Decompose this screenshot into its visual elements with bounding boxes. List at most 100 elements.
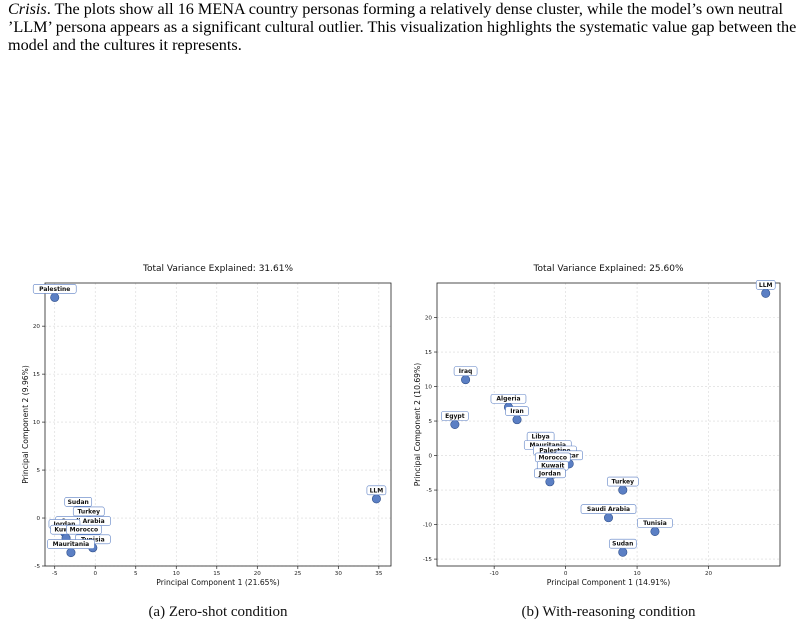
point-label-box bbox=[64, 497, 93, 507]
x-tick-label: 30 bbox=[335, 571, 343, 577]
x-tick-label: 15 bbox=[213, 571, 221, 577]
point-label-box bbox=[47, 539, 95, 549]
x-tick-label: 25 bbox=[294, 571, 302, 577]
data-point bbox=[512, 415, 522, 425]
point-label: Egypt bbox=[441, 411, 469, 421]
chart-panel-a: -5 0 5 10 15 20 25 30 35 -5 0 5 10 15 20 Total Variance… bbox=[21, 264, 392, 620]
point-label: Sudan bbox=[64, 497, 93, 507]
figure-caption: Crisis. The plots show all 16 MENA count… bbox=[8, 0, 798, 54]
point-label: Saudi Arabia bbox=[580, 504, 637, 514]
y-tick-label: 20 bbox=[425, 316, 433, 322]
plot-frame bbox=[436, 282, 781, 567]
point-label-text: Iran bbox=[510, 408, 524, 415]
chart-panel-b: -10 0 10 20 -15 -10 -5 0 5 10 15 20 Total Variance E… bbox=[413, 264, 781, 620]
data-point bbox=[761, 288, 771, 298]
point-label-text: Turkey bbox=[78, 508, 101, 515]
point-label-text: Algeria bbox=[496, 396, 520, 403]
point-label: Libya bbox=[526, 431, 555, 442]
y-tick-label: 0 bbox=[36, 516, 40, 522]
subfigure-caption: (b) With-reasoning condition bbox=[521, 604, 696, 620]
point-label-text: Saudi Arabia bbox=[62, 518, 105, 525]
point-label: LLM bbox=[366, 485, 387, 496]
point-label: Jordan bbox=[534, 468, 566, 479]
point-label-box bbox=[580, 504, 637, 514]
data-point bbox=[603, 513, 613, 523]
y-tick-label: 15 bbox=[33, 372, 41, 378]
point-label-box bbox=[490, 393, 527, 404]
x-tick-label: 35 bbox=[375, 571, 383, 577]
y-tick-label: -15 bbox=[423, 557, 433, 563]
point-label: Iran bbox=[505, 406, 529, 416]
x-tick-label: 20 bbox=[254, 571, 262, 577]
point-label: Palestine bbox=[32, 284, 77, 294]
point-label-box bbox=[637, 518, 673, 528]
data-point bbox=[66, 548, 76, 558]
y-axis-label: Principal Component 2 (9.96%) bbox=[21, 365, 30, 484]
y-tick-label: 10 bbox=[33, 420, 41, 426]
point-label-box bbox=[72, 506, 105, 517]
point-label-box bbox=[534, 468, 566, 479]
point-label-text: Jordan bbox=[538, 470, 561, 477]
x-tick-label: -5 bbox=[52, 571, 58, 577]
y-axis-label: Principal Component 2 (10.69%) bbox=[413, 363, 422, 486]
point-label-text: Morocco bbox=[539, 454, 567, 461]
point-label: Iraq bbox=[453, 366, 478, 376]
x-tick-label: 10 bbox=[173, 571, 181, 577]
y-tick-label: 0 bbox=[428, 454, 432, 460]
y-tick-label: 10 bbox=[425, 385, 433, 391]
point-label-text: Egypt bbox=[445, 413, 465, 420]
y-tick-label: -10 bbox=[423, 523, 433, 529]
x-tick-label: 10 bbox=[634, 571, 642, 577]
data-point bbox=[461, 375, 471, 385]
y-tick-label: -5 bbox=[426, 488, 432, 494]
point-label-text: Iraq bbox=[459, 368, 473, 375]
data-point bbox=[545, 477, 555, 487]
point-label-box bbox=[606, 476, 639, 487]
point-label-box bbox=[608, 538, 637, 549]
point-label-box bbox=[755, 280, 776, 290]
caption-italic-lead: Crisis bbox=[8, 0, 47, 18]
point-label-text: Morocco bbox=[70, 527, 98, 534]
chart-title: Total Variance Explained: 31.61% bbox=[142, 264, 293, 274]
x-tick-label: 0 bbox=[564, 571, 568, 577]
data-point bbox=[618, 547, 628, 557]
point-label-text: Turkey bbox=[612, 479, 635, 486]
point-label: Algeria bbox=[490, 393, 527, 404]
data-point bbox=[650, 526, 660, 536]
point-label-box bbox=[366, 485, 387, 496]
y-tick-label: -5 bbox=[34, 564, 40, 570]
point-label-text: Sudan bbox=[68, 499, 89, 506]
x-tick-label: 20 bbox=[705, 571, 713, 577]
point-label-text: Palestine bbox=[39, 286, 70, 293]
point-label-text: Tunisia bbox=[643, 520, 667, 527]
point-label-text: Mauritania bbox=[53, 541, 90, 548]
point-label-box bbox=[505, 406, 529, 416]
point-label: Sudan bbox=[608, 538, 637, 549]
y-tick-label: 15 bbox=[425, 350, 433, 356]
point-label-text: Sudan bbox=[612, 541, 633, 548]
chart-title: Total Variance Explained: 25.60% bbox=[532, 264, 683, 274]
point-label-box bbox=[32, 284, 77, 294]
point-label: LLM bbox=[755, 280, 776, 290]
data-point bbox=[450, 419, 460, 429]
point-label: Mauritania bbox=[47, 539, 95, 549]
point-label-box bbox=[453, 366, 478, 376]
point-label: Morocco bbox=[534, 452, 571, 463]
point-label: Tunisia bbox=[637, 518, 673, 528]
plot-frame bbox=[44, 282, 392, 567]
point-label-box bbox=[441, 411, 469, 421]
y-tick-label: 5 bbox=[428, 419, 432, 425]
x-axis-label: Principal Component 1 (14.91%) bbox=[547, 578, 670, 587]
data-point bbox=[371, 494, 381, 504]
x-tick-label: -10 bbox=[490, 571, 500, 577]
point-label-text: Libya bbox=[532, 434, 550, 441]
point-label-text: Saudi Arabia bbox=[587, 506, 630, 513]
point-label-text: LLM bbox=[759, 282, 773, 289]
data-point bbox=[618, 485, 628, 495]
x-tick-label: 5 bbox=[134, 571, 138, 577]
y-tick-label: 5 bbox=[36, 468, 40, 474]
point-label: Morocco bbox=[66, 524, 102, 535]
point-label-text: Mauritania bbox=[529, 442, 566, 449]
point-label-box bbox=[66, 524, 102, 535]
